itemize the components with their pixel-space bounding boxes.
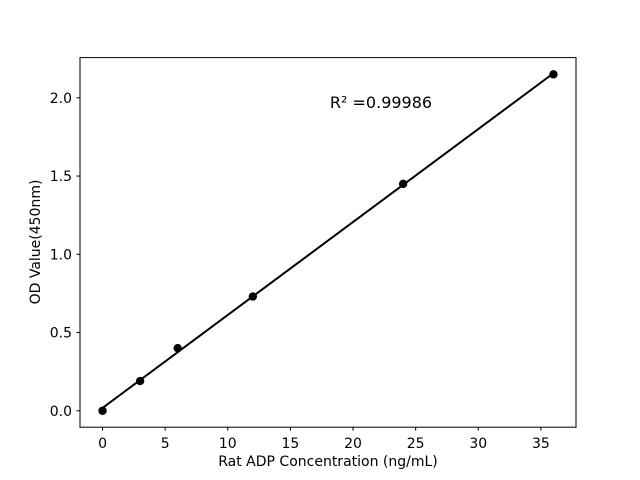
y-tick-label: 0.0 — [50, 404, 72, 420]
data-point — [248, 292, 258, 301]
x-tick-label: 5 — [161, 436, 170, 452]
x-tick-label: 20 — [344, 436, 362, 452]
x-tick-label: 0 — [98, 436, 107, 452]
x-tick-label: 35 — [532, 436, 550, 452]
x-axis-ticks: 0 5 10 15 20 25 30 35 — [98, 427, 550, 452]
data-point — [98, 406, 107, 415]
data-point — [549, 70, 558, 79]
plot-area — [79, 57, 577, 428]
data-point — [135, 376, 145, 386]
y-tick-label: 1.5 — [50, 169, 72, 185]
y-axis-label: OD Value(450nm) — [28, 180, 44, 305]
r-squared-annotation: R² =0.99986 — [330, 93, 432, 112]
x-tick-label: 10 — [219, 436, 237, 452]
x-tick-label: 30 — [469, 436, 487, 452]
y-tick-label: 2.0 — [50, 91, 72, 107]
y-axis-ticks: 0.0 0.5 1.0 1.5 2.0 — [50, 91, 80, 420]
x-tick-label: 15 — [282, 436, 300, 452]
data-point — [173, 343, 182, 353]
x-tick-label: 25 — [407, 436, 425, 452]
data-layer — [98, 70, 558, 415]
x-axis-label: Rat ADP Concentration (ng/mL) — [218, 454, 438, 470]
data-point — [398, 179, 408, 189]
y-tick-label: 1.0 — [50, 247, 72, 263]
y-tick-label: 0.5 — [50, 326, 72, 342]
plot-border — [79, 57, 577, 428]
